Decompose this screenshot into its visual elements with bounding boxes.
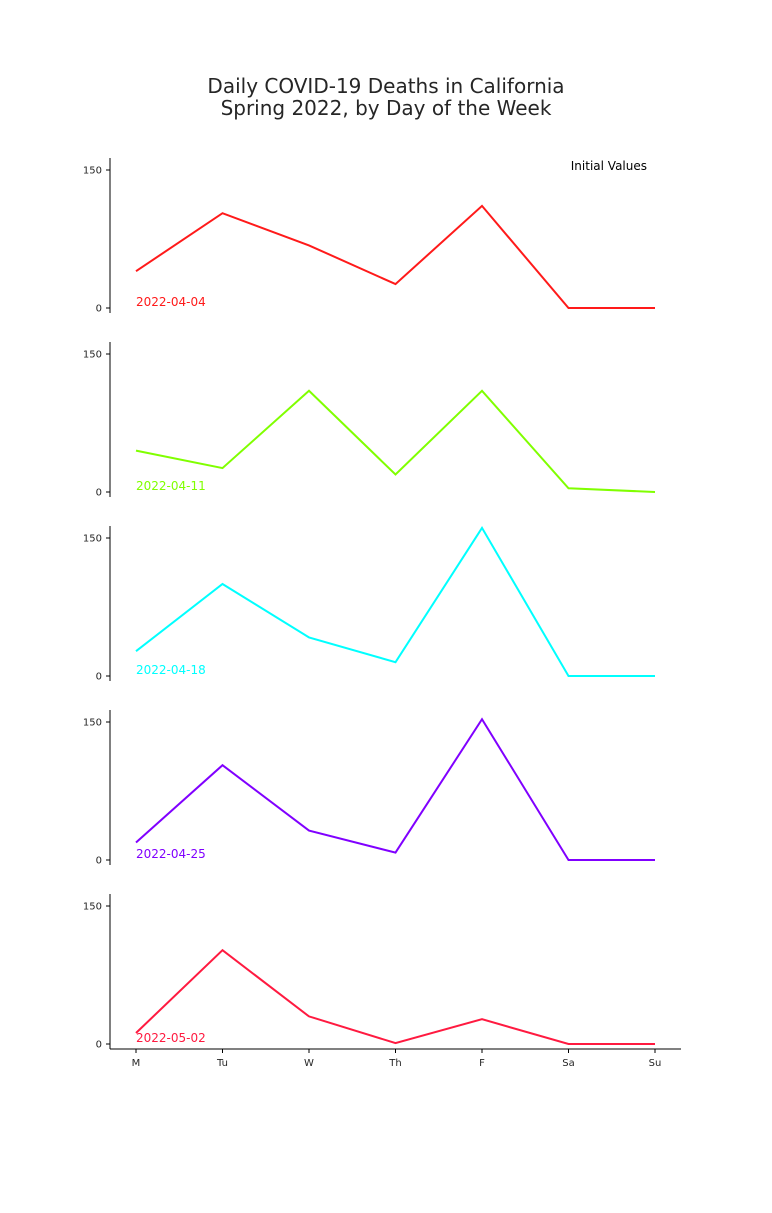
y-tick-label: 0 <box>96 1040 102 1051</box>
panel-4: 0 150 2022-04-25 <box>83 710 655 867</box>
x-tick-label: M <box>132 1058 141 1069</box>
series-line-2022-05-02 <box>135 948 655 1045</box>
initial-values-note: Initial Values <box>571 159 647 173</box>
y-tick-label: 0 <box>96 488 102 499</box>
y-tick-label: 0 <box>96 856 102 867</box>
x-tick-label: Th <box>388 1058 401 1069</box>
panel-5: 0 150 2022-05-02 M Tu W Th F Sa Su <box>83 894 681 1069</box>
series-line-2022-04-11 <box>135 389 656 493</box>
series-line-2022-04-04 <box>135 204 655 309</box>
y-tick-label: 150 <box>83 350 102 361</box>
chart-title-line-2: Spring 2022, by Day of the Week <box>221 96 552 120</box>
y-tick-label: 0 <box>96 304 102 315</box>
series-label: 2022-05-02 <box>136 1031 206 1045</box>
panel-3: 0 150 2022-04-18 <box>83 525 655 683</box>
series-label: 2022-04-25 <box>136 847 206 861</box>
chart-panels: 0 150 2022-04-04 0 150 2022-04-11 0 150 2022-04-… <box>83 158 681 1069</box>
series-line-2022-04-25 <box>135 717 655 861</box>
x-tick-label: Su <box>649 1058 662 1069</box>
y-tick-label: 150 <box>83 166 102 177</box>
y-tick-label: 150 <box>83 534 102 545</box>
y-tick-label: 150 <box>83 902 102 913</box>
y-tick-label: 150 <box>83 718 102 729</box>
panel-1: 0 150 2022-04-04 <box>83 158 655 315</box>
y-tick-label: 0 <box>96 672 102 683</box>
x-tick-label: Sa <box>562 1058 574 1069</box>
series-label: 2022-04-04 <box>136 295 206 309</box>
x-tick-label: F <box>479 1058 485 1069</box>
series-line-2022-04-18 <box>135 525 655 677</box>
x-tick-label: Tu <box>216 1058 228 1069</box>
panel-2: 0 150 2022-04-11 <box>83 342 656 499</box>
chart-title-line-1: Daily COVID-19 Deaths in California <box>207 74 564 98</box>
series-label: 2022-04-11 <box>136 479 206 493</box>
x-tick-label: W <box>304 1058 314 1069</box>
series-label: 2022-04-18 <box>136 663 206 677</box>
